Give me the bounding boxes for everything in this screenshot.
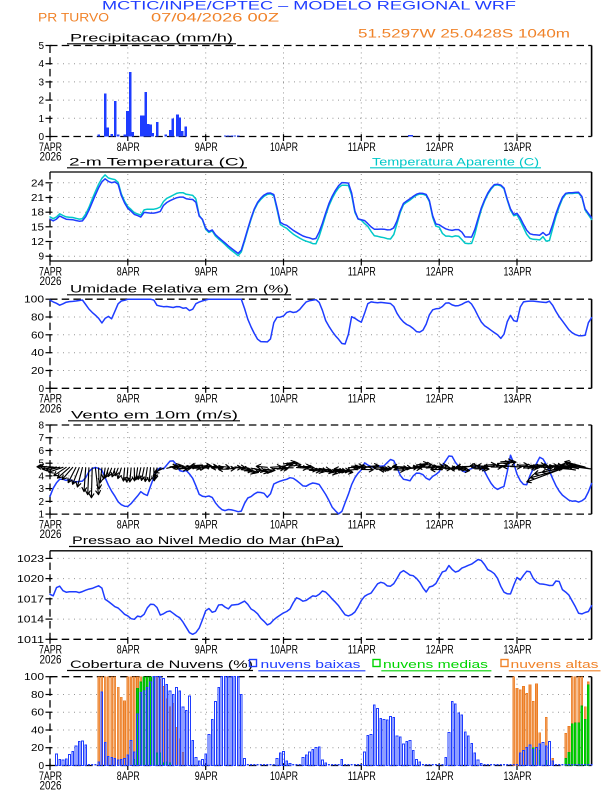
svg-text:8APR: 8APR xyxy=(117,643,140,657)
svg-text:80: 80 xyxy=(31,690,45,701)
svg-text:2026: 2026 xyxy=(40,401,62,415)
svg-text:nuvens medias: nuvens medias xyxy=(383,659,489,671)
svg-text:10APR: 10APR xyxy=(270,140,298,154)
svg-text:60: 60 xyxy=(31,330,45,341)
svg-text:7APR: 7APR xyxy=(39,140,62,154)
svg-text:9APR: 9APR xyxy=(195,643,218,657)
svg-text:Cobertura de Nuvens (%): Cobertura de Nuvens (%) xyxy=(70,659,253,671)
svg-text:2026: 2026 xyxy=(40,274,62,288)
svg-text:5: 5 xyxy=(38,41,44,52)
svg-text:9APR: 9APR xyxy=(195,140,218,154)
svg-text:13APR: 13APR xyxy=(504,392,532,406)
svg-text:1011: 1011 xyxy=(17,635,45,646)
svg-text:3: 3 xyxy=(38,484,44,495)
svg-text:13APR: 13APR xyxy=(504,643,532,657)
svg-text:Vento em 10m (m/s): Vento em 10m (m/s) xyxy=(71,410,238,422)
svg-text:Temperatura Aparente (C): Temperatura Aparente (C) xyxy=(372,157,539,169)
svg-text:11APR: 11APR xyxy=(348,392,376,406)
svg-text:2: 2 xyxy=(38,497,44,508)
svg-text:7APR: 7APR xyxy=(39,264,62,278)
svg-text:0: 0 xyxy=(38,384,44,395)
svg-text:40: 40 xyxy=(31,348,45,359)
svg-text:100: 100 xyxy=(24,295,45,306)
svg-text:10APR: 10APR xyxy=(270,264,298,278)
svg-text:12APR: 12APR xyxy=(426,518,454,532)
svg-text:2: 2 xyxy=(38,96,44,107)
svg-text:7APR: 7APR xyxy=(39,643,62,657)
svg-text:10APR: 10APR xyxy=(270,643,298,657)
svg-text:18: 18 xyxy=(31,208,45,219)
svg-text:11APR: 11APR xyxy=(348,264,376,278)
svg-text:8APR: 8APR xyxy=(117,769,140,783)
svg-text:1020: 1020 xyxy=(17,574,45,585)
svg-text:12: 12 xyxy=(31,237,45,248)
svg-text:24: 24 xyxy=(31,178,45,189)
svg-text:MCTIC/INPE/CPTEC – MODELO REGI: MCTIC/INPE/CPTEC – MODELO REGIONAL WRF xyxy=(102,0,516,13)
svg-text:0: 0 xyxy=(38,132,44,143)
svg-text:Pressao ao Nivel Medio do Mar: Pressao ao Nivel Medio do Mar (hPa) xyxy=(72,535,340,547)
svg-text:13APR: 13APR xyxy=(504,140,532,154)
svg-text:1023: 1023 xyxy=(17,554,45,565)
svg-text:1: 1 xyxy=(38,510,44,521)
svg-text:3: 3 xyxy=(38,77,44,88)
svg-text:7APR: 7APR xyxy=(39,769,62,783)
svg-text:2026: 2026 xyxy=(40,779,62,792)
svg-text:Umidade Relativa em 2m (%): Umidade Relativa em 2m (%) xyxy=(70,284,289,296)
svg-text:51.5297W 25.0428S 1040m: 51.5297W 25.0428S 1040m xyxy=(358,27,570,41)
svg-text:11APR: 11APR xyxy=(348,518,376,532)
svg-text:0: 0 xyxy=(38,761,44,772)
svg-text:20: 20 xyxy=(31,366,45,377)
svg-text:21: 21 xyxy=(31,193,45,204)
svg-text:13APR: 13APR xyxy=(504,518,532,532)
svg-text:8APR: 8APR xyxy=(117,140,140,154)
svg-text:9: 9 xyxy=(38,252,44,263)
svg-text:10APR: 10APR xyxy=(270,392,298,406)
svg-text:10APR: 10APR xyxy=(270,518,298,532)
svg-text:80: 80 xyxy=(31,313,45,324)
svg-text:nuvens baixas: nuvens baixas xyxy=(261,659,362,671)
svg-text:2026: 2026 xyxy=(40,652,62,666)
svg-text:1: 1 xyxy=(38,114,44,125)
svg-text:8APR: 8APR xyxy=(117,518,140,532)
svg-text:12APR: 12APR xyxy=(426,264,454,278)
svg-text:11APR: 11APR xyxy=(348,643,376,657)
svg-text:100: 100 xyxy=(24,672,45,683)
svg-text:12APR: 12APR xyxy=(426,392,454,406)
svg-text:9APR: 9APR xyxy=(195,518,218,532)
svg-text:Precipitacao (mm/h): Precipitacao (mm/h) xyxy=(70,33,233,45)
svg-text:10APR: 10APR xyxy=(270,769,298,783)
svg-text:20: 20 xyxy=(31,743,45,754)
svg-text:8APR: 8APR xyxy=(117,264,140,278)
svg-text:4: 4 xyxy=(38,59,44,70)
svg-text:7APR: 7APR xyxy=(39,392,62,406)
svg-text:40: 40 xyxy=(31,726,45,737)
svg-text:12APR: 12APR xyxy=(426,769,454,783)
svg-text:1014: 1014 xyxy=(17,615,45,626)
svg-text:4: 4 xyxy=(38,471,44,482)
svg-text:12APR: 12APR xyxy=(426,140,454,154)
svg-text:2026: 2026 xyxy=(40,150,62,164)
svg-text:PR TURVO: PR TURVO xyxy=(38,11,109,25)
svg-text:8: 8 xyxy=(38,421,44,432)
svg-text:15: 15 xyxy=(31,222,45,233)
svg-text:6: 6 xyxy=(38,446,44,457)
svg-text:7: 7 xyxy=(38,433,44,444)
svg-text:8APR: 8APR xyxy=(117,392,140,406)
svg-text:2-m Temperatura (C): 2-m Temperatura (C) xyxy=(69,157,245,169)
svg-text:13APR: 13APR xyxy=(504,769,532,783)
svg-text:11APR: 11APR xyxy=(348,769,376,783)
svg-text:7APR: 7APR xyxy=(39,518,62,532)
svg-text:1017: 1017 xyxy=(17,594,45,605)
svg-text:60: 60 xyxy=(31,708,45,719)
svg-text:9APR: 9APR xyxy=(195,264,218,278)
svg-text:nuvens altas: nuvens altas xyxy=(511,659,600,671)
svg-text:13APR: 13APR xyxy=(504,264,532,278)
svg-text:11APR: 11APR xyxy=(348,140,376,154)
svg-text:2026: 2026 xyxy=(40,527,62,541)
svg-text:9APR: 9APR xyxy=(195,769,218,783)
svg-text:07/04/2026 00Z: 07/04/2026 00Z xyxy=(151,11,279,25)
svg-text:12APR: 12APR xyxy=(426,643,454,657)
svg-text:9APR: 9APR xyxy=(195,392,218,406)
